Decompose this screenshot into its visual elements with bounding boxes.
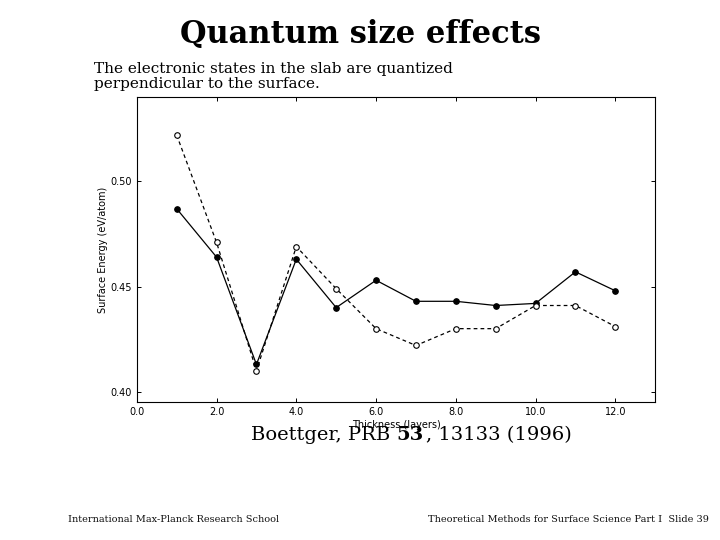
Text: The electronic states in the slab are quantized: The electronic states in the slab are qu…	[94, 62, 452, 76]
Text: International Max-Planck Research School: International Max-Planck Research School	[68, 515, 279, 524]
Text: Theoretical Methods for Surface Science Part I  Slide 39: Theoretical Methods for Surface Science …	[428, 515, 709, 524]
Y-axis label: Surface Energy (eV/atom): Surface Energy (eV/atom)	[98, 187, 108, 313]
Text: Quantum size effects: Quantum size effects	[179, 19, 541, 50]
Circle shape	[0, 511, 189, 529]
Text: Boettger, PRB: Boettger, PRB	[251, 426, 396, 444]
X-axis label: Thickness (layers): Thickness (layers)	[351, 420, 441, 430]
Text: , 13133 (1996): , 13133 (1996)	[426, 426, 572, 444]
Text: perpendicular to the surface.: perpendicular to the surface.	[94, 77, 320, 91]
Text: 53: 53	[396, 426, 423, 444]
